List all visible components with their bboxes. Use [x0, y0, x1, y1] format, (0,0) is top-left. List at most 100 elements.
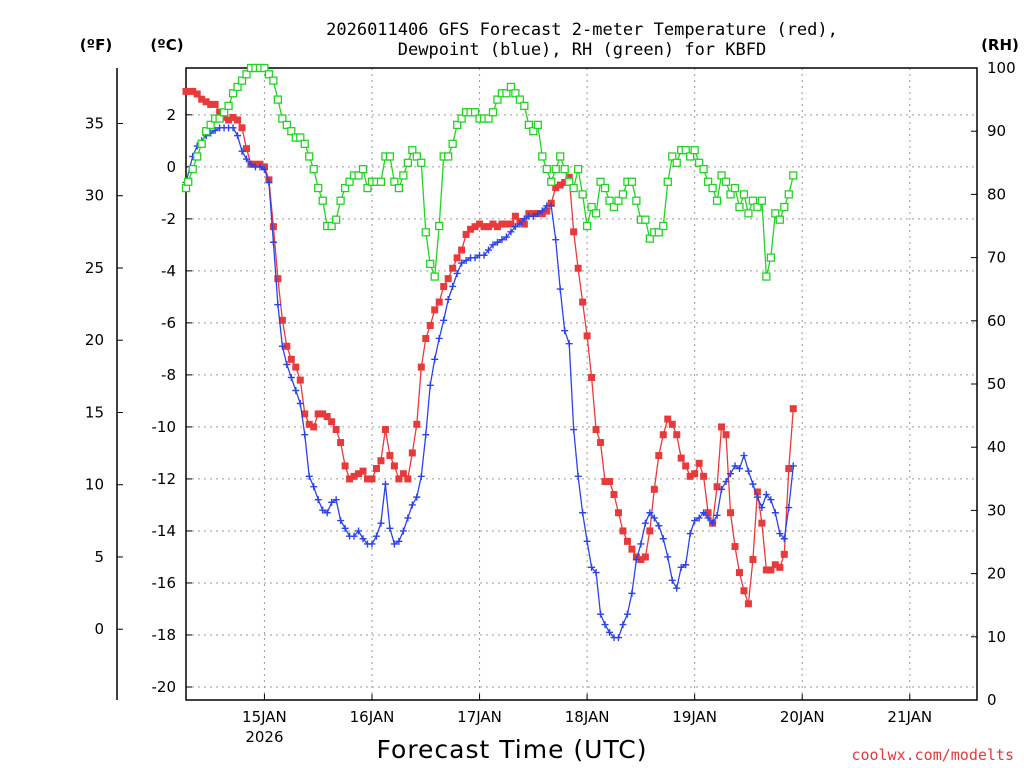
temperature-point — [211, 100, 219, 108]
rh-point — [327, 221, 336, 231]
temperature-point — [753, 488, 761, 496]
temperature-point — [740, 587, 748, 595]
temperature-point — [691, 470, 699, 478]
temperature-point — [381, 426, 389, 434]
celsius-tick-label: -6 — [161, 314, 176, 332]
temperature-point — [395, 475, 403, 483]
rh-series — [181, 63, 798, 281]
temperature-point — [422, 334, 430, 342]
dewpoint-point — [547, 202, 555, 210]
dewpoint-point — [395, 537, 403, 545]
dewpoint-point — [274, 301, 282, 309]
temperature-point — [458, 246, 466, 254]
dewpoint-point — [417, 472, 425, 480]
rh-point — [457, 114, 466, 123]
temperature-point — [498, 220, 506, 228]
dewpoint-point — [758, 504, 766, 512]
dewpoint-point — [709, 519, 717, 527]
series-layer — [181, 63, 798, 642]
dewpoint-point — [278, 342, 286, 350]
rh-point — [565, 177, 574, 186]
temperature-point — [283, 342, 291, 350]
credit-text: coolwx.com/modelts — [851, 746, 1014, 764]
rh-point — [363, 183, 372, 193]
rh-point — [224, 101, 233, 111]
temperature-point — [722, 431, 730, 439]
dewpoint-point — [422, 431, 430, 439]
rh-point — [233, 82, 242, 92]
dewpoint-point — [735, 465, 743, 473]
dewpoint-point — [408, 501, 416, 509]
dewpoint-point — [305, 472, 313, 480]
rh-point — [390, 177, 399, 186]
dewpoint-point — [453, 269, 461, 277]
fahrenheit-tick-label: 35 — [85, 114, 104, 132]
temperature-point — [606, 478, 614, 486]
rh-point — [515, 95, 525, 104]
rh-point — [712, 196, 722, 205]
temperature-point — [193, 90, 201, 98]
dewpoint-point — [319, 506, 327, 514]
dewpoint-point — [650, 514, 658, 522]
dewpoint-point — [619, 621, 627, 629]
dewpoint-point — [659, 535, 667, 543]
dewpoint-point — [597, 610, 605, 618]
rh-point — [412, 152, 421, 161]
dewpoint-point — [668, 576, 676, 584]
dewpoint-point — [462, 256, 470, 264]
dewpoint-point — [234, 132, 242, 140]
dewpoint-point — [740, 452, 748, 460]
dewpoint-point — [341, 524, 349, 532]
rh-point — [358, 164, 368, 174]
dewpoint-point — [328, 498, 336, 506]
rh-point — [188, 164, 197, 174]
dewpoint-point — [507, 228, 515, 236]
dewpoint-point — [471, 254, 479, 262]
celsius-tick-label: -10 — [152, 418, 177, 436]
rh-point — [573, 164, 583, 174]
rh-point — [753, 202, 762, 212]
rh-point — [511, 89, 520, 98]
temperature-point — [323, 413, 331, 421]
temperature-point — [704, 509, 712, 517]
dewpoint-point — [243, 155, 251, 163]
temperature-point — [597, 439, 605, 447]
temperature-point — [641, 553, 649, 561]
temperature-point — [677, 454, 685, 462]
fahrenheit-tick-label: 25 — [85, 259, 104, 277]
rh-point — [242, 70, 251, 79]
temperature-point — [682, 462, 690, 470]
temperature-point — [556, 181, 564, 189]
temperature-point — [673, 431, 681, 439]
temperature-point — [767, 566, 775, 574]
rh-point — [609, 202, 619, 212]
dewpoint-point — [789, 462, 797, 470]
temperature-point — [449, 264, 457, 272]
rh-point — [730, 183, 740, 193]
rh-point — [502, 89, 511, 98]
temperature-point — [278, 316, 286, 324]
temperature-point — [718, 423, 726, 431]
temperature-point — [727, 509, 735, 517]
temperature-point — [588, 373, 596, 381]
temperature-point — [413, 420, 421, 428]
temperature-point — [364, 475, 372, 483]
dewpoint-point — [265, 178, 273, 186]
rh-tick-label: 70 — [987, 249, 1006, 267]
temperature-point — [207, 100, 215, 108]
dewpoint-point — [552, 236, 560, 244]
rh-point — [708, 183, 717, 193]
fahrenheit-tick-label: 5 — [94, 548, 104, 566]
temperature-point — [543, 207, 551, 215]
rh-point — [408, 146, 417, 155]
rh-point — [470, 108, 480, 117]
dewpoint-point — [449, 282, 457, 290]
dewpoint-point — [785, 504, 793, 512]
dewpoint-point — [767, 496, 775, 504]
dewpoint-point — [489, 241, 497, 249]
temperature-point — [520, 220, 528, 228]
temperature-point — [453, 254, 461, 262]
rh-point — [435, 221, 444, 231]
dewpoint-point — [444, 295, 452, 303]
dewpoint-point — [435, 334, 443, 342]
